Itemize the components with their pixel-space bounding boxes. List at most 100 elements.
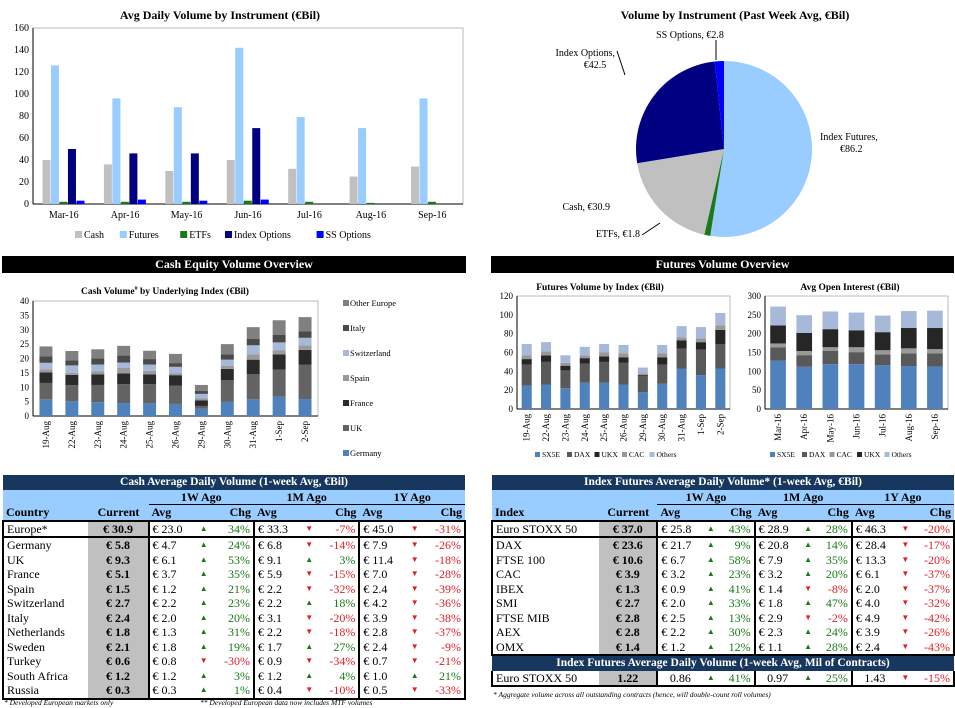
- legend-label-others: Others: [657, 450, 677, 459]
- y-tick-label: 100: [748, 366, 762, 376]
- bar-other-europe: [65, 351, 79, 361]
- avg-value: € 0.4: [252, 683, 301, 700]
- bar-dax: [637, 376, 648, 393]
- bar-switzerland: [169, 366, 182, 374]
- col-header-chg: Chg: [440, 505, 462, 519]
- avg-value: € 1.3: [147, 625, 196, 640]
- down-arrow-icon: ▼: [305, 569, 314, 578]
- avg-value: € 2.3: [753, 625, 800, 640]
- chg-value: 58%: [728, 552, 751, 567]
- avg-value: € 33.3: [252, 519, 301, 538]
- chg-value: -21%: [423, 654, 466, 669]
- bar-ukx: [874, 332, 891, 351]
- avg-value: € 7.9: [753, 552, 800, 567]
- x-tick-label: 26-Aug: [171, 421, 181, 449]
- chg-value: -8%: [827, 581, 848, 596]
- avg-value: € 0.8: [147, 654, 196, 669]
- col-header-chg: Chg: [229, 505, 251, 519]
- avg-value: € 3.9: [358, 610, 406, 625]
- pie-label-index-options: Index Options,: [556, 48, 615, 59]
- bar-index-options: [129, 153, 138, 204]
- cash-chart-title-rest: by Underlying Index (€Bil): [137, 287, 249, 298]
- bar-dax: [657, 364, 668, 384]
- legend-swatch-ukx: [594, 452, 600, 457]
- bar-etfs: [59, 201, 68, 204]
- down-arrow-icon: ▼: [410, 627, 419, 636]
- row-label: UK: [1, 552, 89, 567]
- down-arrow-icon: ▼: [410, 598, 419, 607]
- up-arrow-icon: ▲: [706, 598, 715, 607]
- current-value: € 1.5: [88, 581, 149, 596]
- chg-value: -26%: [423, 536, 466, 553]
- x-tick-label: Jul-16: [297, 210, 322, 221]
- legend-swatch-italy: [343, 325, 349, 331]
- bar-other-europe: [169, 353, 182, 364]
- legend-label-ukx: UKX: [864, 450, 881, 459]
- bar-cac: [599, 352, 610, 357]
- chg-value: -17%: [913, 536, 955, 553]
- row-label: South Africa: [1, 668, 89, 683]
- bar-dax: [521, 364, 532, 386]
- avg-value: € 2.2: [252, 625, 301, 640]
- bar-switzerland: [39, 362, 53, 370]
- bar-germany: [39, 399, 53, 416]
- current-value: € 37.0: [599, 519, 658, 538]
- chg-value: 20%: [825, 567, 848, 581]
- bar-others: [637, 367, 648, 374]
- bar-sx5e: [900, 366, 917, 409]
- bar-sx5e: [848, 364, 865, 409]
- bar-uk: [220, 380, 234, 402]
- pie-value-index-options: €42.5: [584, 60, 607, 71]
- bar-dax: [900, 353, 917, 367]
- avg-value: € 2.4: [850, 639, 897, 656]
- bar-etfs: [305, 201, 314, 204]
- bar-italy: [169, 363, 182, 367]
- bar-sx5e: [796, 366, 813, 409]
- bar-ss-options: [137, 199, 146, 204]
- up-arrow-icon: ▲: [199, 569, 208, 578]
- bar-cash: [103, 164, 112, 204]
- chg-value: 9%: [719, 536, 755, 553]
- current-value: € 2.8: [599, 610, 658, 625]
- avg-value: € 11.4: [358, 552, 406, 567]
- bar-italy: [143, 359, 157, 365]
- x-tick-label: 26-Aug: [619, 414, 629, 442]
- table-row: Euro STOXX 50 € 37.0 € 25.8 ▲ 43% € 28.9 ▲ 28% €…: [490, 519, 955, 538]
- avg-value: € 3.7: [147, 567, 196, 582]
- avg-value: € 6.7: [656, 552, 703, 567]
- legend-label-uk: UK: [350, 423, 363, 433]
- x-tick-label: Jul-16: [878, 414, 888, 437]
- row-label: Germany: [1, 536, 89, 553]
- row-label: Italy: [1, 610, 89, 625]
- up-arrow-icon: ▲: [706, 627, 715, 636]
- bar-cac: [822, 347, 839, 351]
- spacer: [3, 490, 88, 505]
- column-header-row: Index Current Avg Chg Avg Chg Avg Chg: [492, 504, 954, 521]
- y-tick-label: 0: [509, 404, 514, 414]
- down-arrow-icon: ▼: [901, 627, 910, 636]
- bar-cac: [657, 353, 668, 358]
- current-value: € 2.4: [88, 610, 149, 625]
- y-tick-label: 120: [14, 67, 29, 78]
- futures-footnote: * Aggregate volume across all outstandin…: [493, 690, 771, 699]
- adv-by-instrument-chart: 0 20 40 60 80 100 120 140 160 Mar-16 Apr-16 May-16 J…: [14, 23, 464, 241]
- bar-cash: [411, 166, 420, 204]
- futures-adv-table: Index Futures Average Daily Volume* (1-w…: [490, 475, 955, 687]
- chg-value: 21%: [227, 581, 250, 596]
- chg-value: -14%: [317, 536, 360, 553]
- bar-other-europe: [117, 345, 131, 356]
- spacer: [406, 505, 423, 521]
- x-tick-label: Aug-16: [904, 414, 914, 442]
- bar-france: [194, 400, 208, 406]
- table-title: Cash Average Daily Volume (1-week Avg, €…: [3, 475, 465, 490]
- legend-swatch-etfs: [180, 231, 188, 238]
- x-tick-label: 30-Aug: [657, 414, 667, 442]
- cash-footnote-1: * Developed European markets only: [4, 698, 114, 707]
- legend-swatch-futures: [119, 231, 127, 238]
- y-tick-label: 200: [748, 329, 762, 339]
- chg-value: 41%: [728, 581, 751, 596]
- avg-value: € 0.7: [358, 654, 406, 669]
- cash-footnote-2: ** Developed European data now includes …: [200, 698, 373, 707]
- pie-chart-title: Volume by Instrument (Past Week Avg, €Bi…: [620, 8, 850, 22]
- chg-value: -28%: [423, 567, 466, 582]
